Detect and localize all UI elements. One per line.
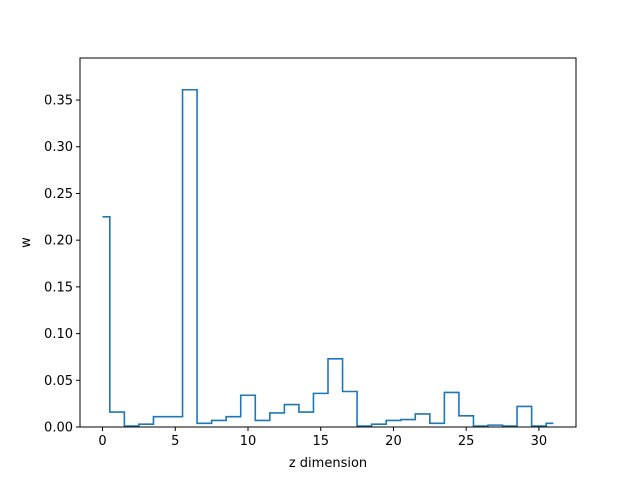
series-line — [102, 88, 554, 427]
axes-frame — [79, 57, 577, 428]
y-tick-label: 0.35 — [44, 94, 73, 109]
x-axis-title: z dimension — [289, 456, 367, 471]
x-tick-label: 10 — [240, 434, 257, 449]
plot-area — [102, 88, 554, 427]
y-tick-label: 0.20 — [44, 234, 73, 249]
y-tick-label: 0.15 — [44, 280, 73, 295]
x-tick-label: 5 — [171, 434, 179, 449]
x-tick-label: 30 — [531, 434, 548, 449]
x-tick-label: 25 — [458, 434, 475, 449]
x-tick-label: 15 — [312, 434, 329, 449]
y-tick-label: 0.30 — [44, 140, 73, 155]
y-tick-label: 0.05 — [44, 374, 73, 389]
x-axis: 0 5 10 15 20 25 30 — [98, 427, 547, 449]
y-tick-label: 0.25 — [44, 187, 73, 202]
x-tick-label: 20 — [385, 434, 402, 449]
y-axis-title: w — [19, 237, 34, 248]
y-axis: 0.00 0.05 0.10 0.15 0.20 0.25 0.30 0.35 — [44, 94, 80, 436]
x-tick-label: 0 — [98, 434, 106, 449]
y-tick-label: 0.10 — [44, 327, 73, 342]
y-tick-label: 0.00 — [44, 421, 73, 436]
